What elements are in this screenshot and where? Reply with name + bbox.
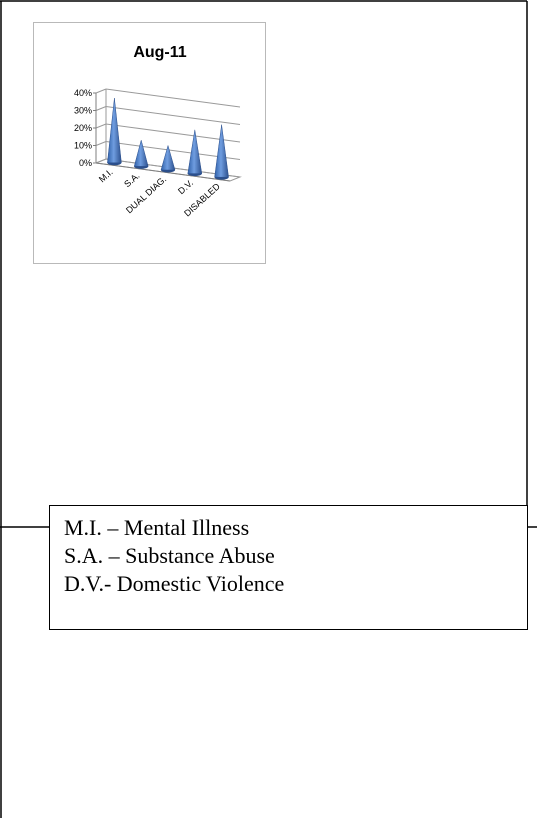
legend-line-sa: S.A. – Substance Abuse bbox=[64, 543, 275, 568]
chart-svg: Aug-11 0%10%20%30%40%M.I. S.A.DUAL DIAG. D… bbox=[74, 44, 242, 218]
chart-title: Aug-11 bbox=[133, 44, 186, 61]
bar-layer bbox=[107, 98, 229, 180]
gridline bbox=[105, 106, 241, 125]
x-tick-label: D.V. bbox=[176, 178, 195, 197]
bar-disabled bbox=[214, 124, 229, 178]
bar-m-i bbox=[107, 98, 122, 164]
y-tick-label: 20% bbox=[74, 123, 92, 133]
legend-line-mi: M.I. – Mental Illness bbox=[64, 515, 250, 540]
chart-container: Aug-11 0% 10% 20% 30% 40% M.I. S.A. DUAL DIAG. D… bbox=[33, 22, 266, 264]
axis-layer bbox=[93, 89, 242, 182]
gridline-side bbox=[95, 123, 107, 129]
gridline-side bbox=[95, 88, 107, 94]
gridline-side bbox=[95, 106, 107, 111]
gridline bbox=[105, 123, 241, 143]
bar-s-a bbox=[133, 139, 149, 167]
y-tick-label: 30% bbox=[74, 106, 92, 116]
abbreviation-legend: M.I. – Mental Illness S.A. – Substance A… bbox=[49, 505, 528, 630]
legend-line-dv: D.V.- Domestic Violence bbox=[64, 571, 285, 596]
bar-dual-diag bbox=[160, 144, 176, 171]
gridline bbox=[105, 88, 241, 108]
x-tick-label: S.A. bbox=[122, 170, 141, 189]
gridline-side bbox=[95, 141, 107, 146]
y-tick-label: 0% bbox=[79, 158, 92, 168]
x-tick-label: M.I. bbox=[97, 167, 115, 184]
y-tick-label: 40% bbox=[74, 88, 92, 98]
y-tick-label: 10% bbox=[74, 141, 92, 151]
bar-d-v bbox=[187, 129, 203, 174]
x-axis bbox=[95, 162, 231, 182]
